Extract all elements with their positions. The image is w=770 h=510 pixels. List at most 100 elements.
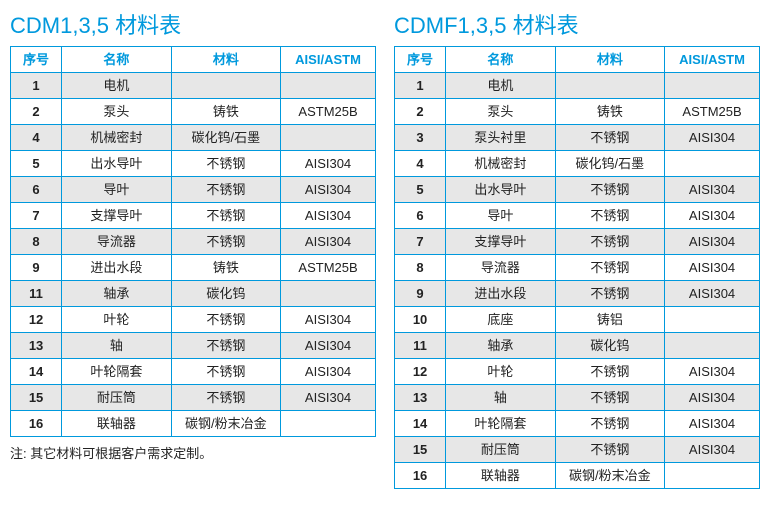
table-cell: 铸铁 <box>555 99 665 125</box>
table-cell: 铸铁 <box>171 99 281 125</box>
table-cell: AISI304 <box>281 151 376 177</box>
table-cell: 碳化钨 <box>555 333 665 359</box>
table-cell: 耐压筒 <box>62 385 172 411</box>
table-cell: 不锈钢 <box>171 151 281 177</box>
table-cell: 机械密封 <box>446 151 556 177</box>
table-cell: AISI304 <box>281 229 376 255</box>
right-tbody: 1电机2泵头铸铁ASTM25B3泵头衬里不锈钢AISI3044机械密封碳化钨/石… <box>395 73 760 489</box>
table-cell: 不锈钢 <box>171 359 281 385</box>
table-cell: AISI304 <box>665 385 760 411</box>
table-cell: 不锈钢 <box>171 333 281 359</box>
col-header-material: 材料 <box>555 47 665 73</box>
table-cell: 泵头 <box>62 99 172 125</box>
left-tbody: 1电机2泵头铸铁ASTM25B4机械密封碳化钨/石墨5出水导叶不锈钢AISI30… <box>11 73 376 437</box>
table-cell: 14 <box>11 359 62 385</box>
table-cell: 不锈钢 <box>555 229 665 255</box>
table-cell: 14 <box>395 411 446 437</box>
table-cell: 不锈钢 <box>171 177 281 203</box>
table-cell: 轴 <box>62 333 172 359</box>
table-cell: AISI304 <box>665 281 760 307</box>
table-row: 6导叶不锈钢AISI304 <box>395 203 760 229</box>
table-cell: 15 <box>395 437 446 463</box>
table-cell: 电机 <box>446 73 556 99</box>
table-row: 9进出水段铸铁ASTM25B <box>11 255 376 281</box>
table-cell <box>665 151 760 177</box>
table-row: 5出水导叶不锈钢AISI304 <box>395 177 760 203</box>
table-cell: 联轴器 <box>62 411 172 437</box>
table-cell: 11 <box>395 333 446 359</box>
col-header-std: AISI/ASTM <box>665 47 760 73</box>
table-cell <box>665 463 760 489</box>
table-cell: 1 <box>11 73 62 99</box>
right-title: CDMF1,3,5 材料表 <box>394 8 760 40</box>
table-row: 12叶轮不锈钢AISI304 <box>395 359 760 385</box>
table-row: 13轴不锈钢AISI304 <box>11 333 376 359</box>
table-cell: 出水导叶 <box>446 177 556 203</box>
table-cell: 碳钢/粉末冶金 <box>555 463 665 489</box>
table-header-row: 序号 名称 材料 AISI/ASTM <box>395 47 760 73</box>
table-cell: AISI304 <box>665 203 760 229</box>
table-cell: AISI304 <box>281 177 376 203</box>
col-header-std: AISI/ASTM <box>281 47 376 73</box>
table-cell: 不锈钢 <box>171 385 281 411</box>
table-cell: 8 <box>395 255 446 281</box>
left-footnote: 注: 其它材料可根据客户需求定制。 <box>10 443 376 462</box>
table-cell: 不锈钢 <box>555 255 665 281</box>
table-cell: 碳化钨/石墨 <box>555 151 665 177</box>
table-cell: 进出水段 <box>62 255 172 281</box>
table-cell: 不锈钢 <box>555 385 665 411</box>
table-cell <box>171 73 281 99</box>
table-cell: 不锈钢 <box>171 203 281 229</box>
table-cell: 不锈钢 <box>555 437 665 463</box>
table-cell <box>555 73 665 99</box>
table-cell <box>281 125 376 151</box>
table-row: 12叶轮不锈钢AISI304 <box>11 307 376 333</box>
table-cell <box>665 307 760 333</box>
table-cell: 4 <box>395 151 446 177</box>
table-cell: 16 <box>11 411 62 437</box>
table-row: 11轴承碳化钨 <box>395 333 760 359</box>
table-row: 2泵头铸铁ASTM25B <box>11 99 376 125</box>
table-cell: AISI304 <box>281 307 376 333</box>
table-row: 4机械密封碳化钨/石墨 <box>11 125 376 151</box>
table-cell: 16 <box>395 463 446 489</box>
table-row: 5出水导叶不锈钢AISI304 <box>11 151 376 177</box>
table-cell: ASTM25B <box>281 99 376 125</box>
table-cell: 不锈钢 <box>555 281 665 307</box>
table-row: 15耐压筒不锈钢AISI304 <box>395 437 760 463</box>
table-row: 7支撑导叶不锈钢AISI304 <box>395 229 760 255</box>
table-cell: 底座 <box>446 307 556 333</box>
table-cell: AISI304 <box>281 333 376 359</box>
table-row: 8导流器不锈钢AISI304 <box>395 255 760 281</box>
left-table: 序号 名称 材料 AISI/ASTM 1电机2泵头铸铁ASTM25B4机械密封碳… <box>10 46 376 437</box>
table-cell: 碳化钨/石墨 <box>171 125 281 151</box>
left-title: CDM1,3,5 材料表 <box>10 8 376 40</box>
table-cell: 13 <box>395 385 446 411</box>
table-cell <box>665 333 760 359</box>
table-row: 4机械密封碳化钨/石墨 <box>395 151 760 177</box>
table-cell: 不锈钢 <box>555 203 665 229</box>
table-cell: 1 <box>395 73 446 99</box>
table-cell: ASTM25B <box>665 99 760 125</box>
table-cell: 叶轮 <box>62 307 172 333</box>
table-cell: 12 <box>395 359 446 385</box>
table-cell <box>281 411 376 437</box>
table-cell: 叶轮 <box>446 359 556 385</box>
table-cell: 铸铝 <box>555 307 665 333</box>
table-cell: 碳化钨 <box>171 281 281 307</box>
table-cell: 泵头 <box>446 99 556 125</box>
table-cell: 15 <box>11 385 62 411</box>
table-cell: 12 <box>11 307 62 333</box>
table-cell: 导叶 <box>62 177 172 203</box>
table-row: 11轴承碳化钨 <box>11 281 376 307</box>
table-cell: ASTM25B <box>281 255 376 281</box>
col-header-material: 材料 <box>171 47 281 73</box>
table-cell: 碳钢/粉末冶金 <box>171 411 281 437</box>
table-row: 3泵头衬里不锈钢AISI304 <box>395 125 760 151</box>
table-row: 1电机 <box>11 73 376 99</box>
table-row: 9进出水段不锈钢AISI304 <box>395 281 760 307</box>
left-panel: CDM1,3,5 材料表 序号 名称 材料 AISI/ASTM 1电机2泵头铸铁… <box>10 8 376 502</box>
table-cell: 2 <box>395 99 446 125</box>
table-cell: 6 <box>11 177 62 203</box>
col-header-name: 名称 <box>62 47 172 73</box>
